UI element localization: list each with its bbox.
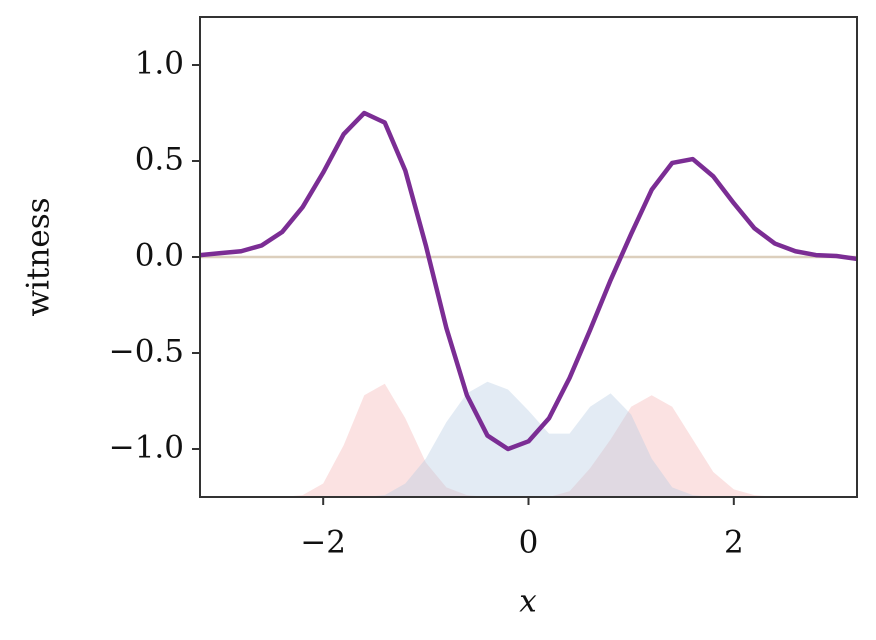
density-area xyxy=(200,383,857,497)
x-tick-label: 2 xyxy=(724,525,744,561)
x-tick-label: 0 xyxy=(519,525,539,561)
y-tick-label: 0.5 xyxy=(135,142,184,178)
x-tick-label: −2 xyxy=(300,525,346,561)
y-axis-label: witness xyxy=(21,197,57,316)
y-tick-label: 1.0 xyxy=(135,46,184,82)
y-tick-label: −0.5 xyxy=(109,334,184,370)
y-tick-label: −1.0 xyxy=(109,430,184,466)
witness-line xyxy=(200,110,857,452)
y-tick-label: 0.0 xyxy=(135,238,184,274)
x-axis-label: x xyxy=(519,584,537,620)
